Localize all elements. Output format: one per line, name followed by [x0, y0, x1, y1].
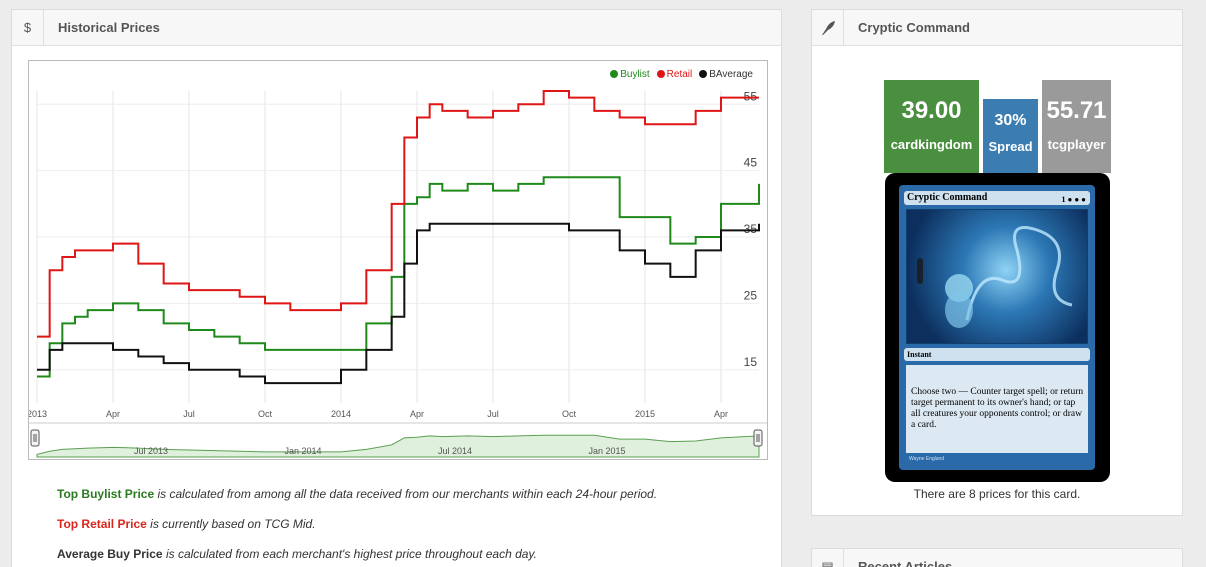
chart-svg: 2013 Apr Jul Oct 2014 Apr Jul Oct 2015 Apr 15 25 35 4…	[27, 89, 767, 458]
spread-label: Spread	[988, 139, 1033, 154]
card-image[interactable]: Cryptic Command 1 ● ● ● Instant Choose tw…	[885, 173, 1110, 482]
note-retail-text: is currently based on TCG Mid.	[146, 517, 316, 531]
note-average: Average Buy Price is calculated from eac…	[57, 547, 537, 561]
panel-title: Historical Prices	[58, 20, 160, 35]
card-artist: Wayne England	[909, 456, 945, 462]
note-average-text: is calculated from each merchant's highe…	[162, 547, 537, 561]
panel-header: $ Historical Prices	[12, 9, 781, 46]
x-tick-label: Jul	[487, 409, 499, 419]
series-line-retail	[37, 90, 759, 338]
cardkingdom-price: 39.00	[901, 97, 962, 124]
x-tick-label: 2015	[635, 409, 655, 419]
card-panel: Cryptic Command 39.00 cardkingdom 30% Sp…	[811, 9, 1183, 516]
y-tick-label: 55	[744, 89, 758, 103]
spread-box: 30% Spread	[983, 99, 1038, 173]
y-tick-label: 25	[744, 288, 758, 302]
card-artwork	[906, 209, 1088, 344]
note-retail: Top Retail Price is currently based on T…	[57, 517, 316, 531]
mana-cost-icons: 1 ● ● ●	[1061, 195, 1087, 204]
navigator-handle[interactable]	[753, 429, 763, 447]
x-tick-label: Apr	[714, 409, 728, 419]
navigator-label: Jul 2013	[134, 446, 168, 456]
navigator-handle[interactable]	[30, 429, 40, 447]
legend-baverage[interactable]: BAverage	[699, 69, 753, 80]
card-title: Cryptic Command	[858, 20, 970, 35]
x-tick-label: Oct	[258, 409, 273, 419]
y-tick-label: 45	[744, 156, 758, 170]
y-tick-label: 35	[744, 222, 758, 236]
x-tick-label: Jul	[183, 409, 195, 419]
x-tick-label: 2014	[331, 409, 351, 419]
historical-prices-panel: $ Historical Prices Buylist Retail BAver…	[11, 9, 782, 567]
tcgplayer-price-box[interactable]: 55.71 tcgplayer	[1042, 80, 1111, 173]
panel-header: Cryptic Command	[812, 9, 1182, 46]
legend-retail[interactable]: Retail	[656, 69, 692, 80]
note-retail-label: Top Retail Price	[57, 517, 147, 531]
spread-value: 30%	[994, 112, 1027, 129]
price-count-caption: There are 8 prices for this card.	[913, 487, 1081, 501]
recent-articles-panel: ▤ Recent Articles	[811, 548, 1183, 567]
navigator-label: Jul 2014	[438, 446, 472, 456]
note-average-label: Average Buy Price	[57, 547, 163, 561]
navigator-label: Jan 2015	[588, 446, 625, 456]
panel-header: ▤ Recent Articles	[812, 548, 1182, 567]
y-tick-label: 15	[744, 355, 758, 369]
tcgplayer-label: tcgplayer	[1047, 137, 1106, 152]
card-type-line: Instant	[904, 348, 1090, 361]
cardkingdom-price-box[interactable]: 39.00 cardkingdom	[884, 80, 979, 173]
chart-legend[interactable]: Buylist Retail BAverage	[610, 69, 753, 80]
x-tick-label: Apr	[106, 409, 120, 419]
card-name: Cryptic Command 1 ● ● ●	[904, 191, 1090, 205]
navigator-label: Jan 2014	[284, 446, 321, 456]
legend-buylist[interactable]: Buylist	[610, 69, 650, 80]
feather-icon	[812, 9, 844, 46]
article-icon: ▤	[812, 548, 844, 567]
recent-articles-title: Recent Articles	[858, 559, 953, 567]
price-chart[interactable]: Buylist Retail BAverage 2013 Apr Jul Oct 201…	[27, 60, 768, 460]
x-tick-label: Oct	[562, 409, 577, 419]
note-buylist-text: is calculated from among all the data re…	[154, 487, 658, 501]
note-buylist: Top Buylist Price is calculated from amo…	[57, 487, 657, 501]
dollar-icon: $	[12, 9, 44, 46]
card-rules-text: Choose two — Counter target spell; or re…	[906, 365, 1088, 453]
tcgplayer-price: 55.71	[1046, 97, 1107, 124]
cardkingdom-label: cardkingdom	[890, 137, 973, 152]
x-tick-label: Apr	[410, 409, 424, 419]
note-buylist-label: Top Buylist Price	[57, 487, 155, 501]
series-line-baverage	[37, 222, 760, 385]
x-tick-label: 2013	[29, 409, 47, 419]
series-line-buylist	[37, 176, 760, 378]
navigator-area	[36, 434, 760, 458]
